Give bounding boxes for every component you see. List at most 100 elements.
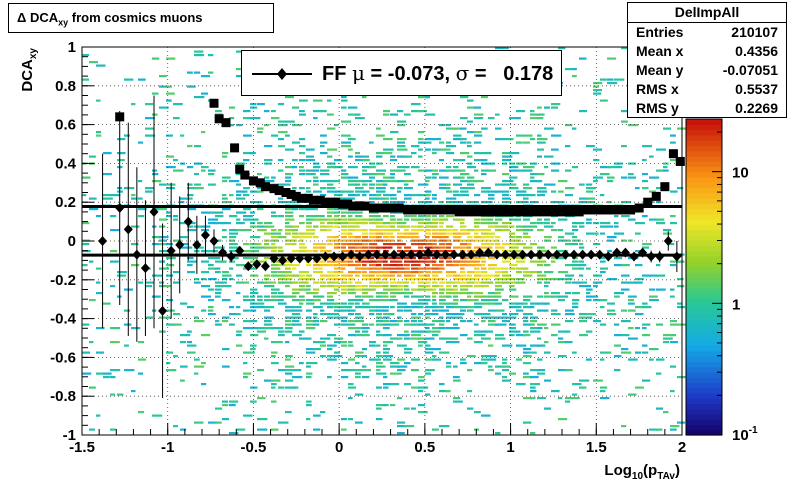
palette-band — [686, 298, 722, 304]
stats-value: -0.07051 — [722, 62, 778, 78]
rms-point — [488, 207, 498, 217]
frame-layer — [81, 46, 683, 436]
mean-point — [655, 251, 665, 262]
rms-point — [574, 207, 584, 217]
mean-point — [560, 249, 570, 260]
palette-band — [686, 171, 722, 178]
palette-band — [686, 250, 722, 257]
mean-point — [149, 206, 159, 217]
rms-point — [608, 205, 618, 215]
mean-point — [458, 249, 468, 260]
rms-point — [315, 195, 325, 205]
rms-point — [115, 112, 125, 122]
mean-point — [612, 247, 622, 258]
mean-point — [132, 249, 142, 260]
palette-band — [686, 255, 722, 262]
rms-point — [643, 197, 653, 207]
mean-point — [638, 247, 648, 258]
y-tick-label: 0.6 — [55, 117, 76, 134]
rms-point — [506, 207, 516, 217]
stats-row-rms-y: RMS y 0.2269 — [628, 99, 786, 118]
legend-mu-symbol: μ — [352, 61, 365, 85]
palette-band — [686, 398, 722, 404]
rms-point — [626, 205, 636, 215]
palette-band — [686, 129, 722, 136]
rms-point — [583, 205, 593, 215]
rms-point — [281, 188, 291, 197]
stats-label: RMS x — [636, 81, 679, 97]
palette-band — [686, 261, 722, 268]
mean-point — [552, 249, 562, 260]
rms-point — [497, 207, 507, 217]
title-rest: from cosmics muons — [71, 10, 203, 25]
mean-point — [509, 249, 519, 260]
rms-point — [235, 164, 245, 174]
rms-point — [651, 191, 661, 201]
rms-point — [255, 178, 265, 188]
x-tick-label: 2 — [678, 439, 686, 456]
mean-point — [646, 251, 656, 262]
mean-point — [158, 305, 168, 316]
mean-point — [620, 247, 630, 258]
legend-text: FF μ = -0.073, σ = 0.178 — [322, 61, 553, 86]
stats-row-entries: Entries 210107 — [628, 23, 786, 42]
palette-band — [686, 292, 722, 299]
mean-point — [603, 251, 613, 262]
palette-band — [686, 224, 722, 231]
x-tick-label: -1.5 — [69, 439, 95, 456]
mean-point — [475, 247, 485, 258]
mean-point — [320, 251, 330, 262]
palette-band — [686, 329, 722, 336]
y-tick-label: 0.8 — [55, 78, 76, 95]
mean-point — [209, 236, 219, 246]
mean-point — [518, 249, 528, 260]
palette-band — [686, 245, 722, 252]
stats-value: 210107 — [731, 24, 778, 40]
palette-band — [686, 419, 722, 426]
mean-point — [235, 245, 245, 256]
mean-point — [260, 261, 270, 272]
stats-label: Mean y — [636, 62, 684, 78]
palette-band — [686, 350, 722, 357]
z-tick-label: 10-1 — [732, 425, 758, 444]
mean-point — [346, 249, 356, 260]
mean-point — [226, 251, 236, 262]
palette-band — [686, 150, 722, 157]
mean-point — [192, 239, 202, 250]
rms-point — [675, 156, 685, 166]
palette-band — [686, 282, 722, 289]
palette-band — [686, 161, 722, 167]
rms-point — [420, 205, 430, 215]
rms-point — [634, 203, 644, 213]
palette-band — [686, 382, 722, 389]
z-tick-label: 10 — [732, 165, 749, 182]
palette-band — [686, 387, 722, 394]
stats-title: DelImpAll — [628, 3, 786, 23]
rms-point — [557, 207, 567, 217]
mean-point — [432, 249, 442, 260]
palette-band — [686, 392, 722, 399]
palette-band — [686, 192, 722, 199]
z-tick-label: 1 — [732, 296, 740, 313]
rms-point — [403, 205, 413, 215]
mean-point — [672, 251, 682, 262]
rms-point — [360, 201, 370, 211]
mean-point — [569, 249, 579, 260]
mean-point — [526, 249, 536, 260]
chart-title: Δ DCAxy from cosmics muons — [8, 3, 274, 33]
stats-label: Entries — [636, 24, 684, 40]
palette-band — [686, 371, 722, 378]
rms-point — [286, 189, 296, 199]
y-tick-label: 0.2 — [55, 194, 76, 211]
mean-point — [629, 251, 639, 262]
rms-point — [248, 176, 258, 186]
mean-point — [466, 249, 476, 260]
color-palette — [685, 118, 723, 436]
rms-point — [411, 205, 421, 215]
x-tick-label: 0 — [335, 439, 343, 456]
mean-point — [286, 253, 296, 264]
rms-point — [326, 197, 336, 207]
rms-point — [463, 207, 473, 217]
mean-point — [449, 249, 459, 260]
